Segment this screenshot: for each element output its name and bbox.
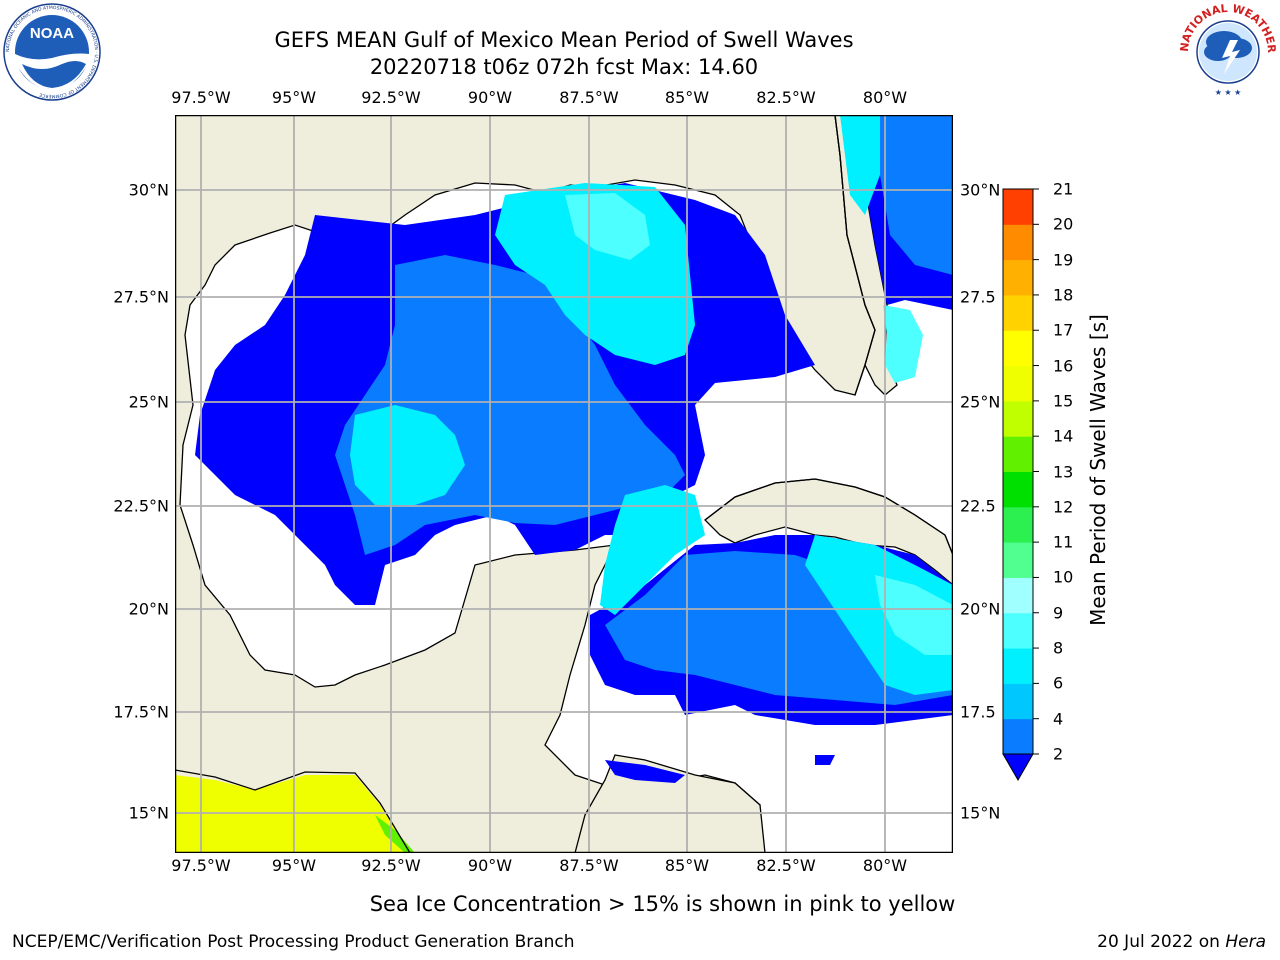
nws-logo: NATIONAL WEATHER SERVICE ★ ★ ★ <box>1178 2 1278 100</box>
colorbar-segment <box>1003 436 1033 472</box>
x-tick-top: 92.5°W <box>361 88 421 107</box>
footer-host: Hera <box>1225 932 1266 952</box>
y-tick-right: 20°N <box>960 599 1001 619</box>
chart-subtitle: 20220718 t06z 072h fcst Max: 14.60 <box>369 55 759 79</box>
swell-region-carib-4 <box>805 535 953 695</box>
colorbar-label: 4 <box>1053 709 1064 729</box>
colorbar-label: 14 <box>1053 426 1074 446</box>
x-tick-top: 87.5°W <box>559 88 619 107</box>
colorbar-label: 19 <box>1053 250 1074 270</box>
colorbar-label: 6 <box>1053 673 1064 693</box>
colorbar-segment <box>1003 542 1033 578</box>
colorbar-segment <box>1003 365 1033 402</box>
swell-region-yuc-4 <box>600 485 705 615</box>
colorbar-segment <box>1003 718 1033 755</box>
colorbar-label: 13 <box>1053 462 1074 481</box>
colorbar-label: 9 <box>1053 603 1064 623</box>
x-tick-top: 80°W <box>862 88 908 107</box>
y-tick-right: 27.5 <box>960 287 996 307</box>
colorbar-label: 21 <box>1053 179 1074 199</box>
noaa-logo: NOAA NATIONAL OCEANIC AND ATMOSPHERIC AD… <box>3 3 101 101</box>
colorbar-segment <box>1003 224 1033 261</box>
colorbar-label: 2 <box>1053 744 1064 764</box>
noaa-logo-text: NOAA <box>30 25 74 42</box>
footer-date-text: 20 Jul 2022 on <box>1097 932 1220 952</box>
ice-note: Sea Ice Concentration > 15% is shown in … <box>369 892 956 916</box>
swell-region-south <box>605 755 835 783</box>
colorbar-segment <box>1003 471 1033 508</box>
colorbar-segment <box>1003 577 1033 614</box>
colorbar-label: 20 <box>1053 214 1074 234</box>
svg-text:★ ★ ★: ★ ★ ★ <box>1215 88 1242 97</box>
colorbar-segment <box>1003 294 1033 331</box>
x-tick-top: 97.5°W <box>171 88 231 107</box>
colorbar-label: 8 <box>1053 638 1064 658</box>
x-tick-bottom: 82.5°W <box>756 856 816 875</box>
colorbar-title: Mean Period of Swell Waves [s] <box>1086 314 1110 626</box>
swell-region-4b <box>350 405 465 505</box>
colorbar-under-arrow <box>1002 753 1034 782</box>
x-tick-top: 85°W <box>664 88 710 107</box>
colorbar-segment <box>1003 506 1033 543</box>
colorbar-segment <box>1003 259 1033 296</box>
colorbar-label: 11 <box>1053 532 1074 552</box>
swell-region-carib-6 <box>875 575 953 655</box>
y-tick-left: 30°N <box>128 180 169 200</box>
y-tick-right: 22.5 <box>960 496 996 516</box>
x-tick-bottom: 85°W <box>664 856 710 875</box>
x-tick-top: 82.5°W <box>756 88 816 107</box>
swell-region-6 <box>565 193 650 260</box>
y-tick-left: 15°N <box>128 803 169 823</box>
colorbar-label: 17 <box>1053 320 1074 340</box>
y-tick-right: 25°N <box>960 392 1001 412</box>
coastline <box>175 115 953 853</box>
y-tick-left: 20°N <box>128 599 169 619</box>
x-tick-bottom: 80°W <box>862 856 908 875</box>
colorbar-label: 10 <box>1053 567 1074 587</box>
x-tick-top: 90°W <box>467 88 513 107</box>
y-tick-left: 25°N <box>128 392 169 412</box>
colorbar-segment <box>1003 189 1033 225</box>
y-tick-left: 22.5°N <box>113 496 169 516</box>
footer-date: 20 Jul 2022 on Hera <box>1097 932 1266 952</box>
ice-region <box>175 775 410 853</box>
colorbar-segment <box>1003 648 1033 684</box>
chart-title: GEFS MEAN Gulf of Mexico Mean Period of … <box>274 28 854 52</box>
land-honduras <box>574 754 766 853</box>
y-tick-right: 17.5 <box>960 702 996 722</box>
colorbar-label: 15 <box>1053 391 1074 411</box>
lat-lon-grid <box>175 115 953 853</box>
footer-credit: NCEP/EMC/Verification Post Processing Pr… <box>12 932 575 952</box>
map-panel <box>175 115 953 853</box>
colorbar-segment <box>1003 683 1033 720</box>
swell-region-east-2 <box>880 115 953 275</box>
colorbar-segment <box>1003 612 1033 649</box>
colorbar-segment <box>1003 330 1033 367</box>
swell-region-bahamas <box>883 305 923 383</box>
x-tick-bottom: 90°W <box>467 856 513 875</box>
x-tick-bottom: 97.5°W <box>171 856 231 875</box>
colorbar-label: 16 <box>1053 356 1074 376</box>
x-tick-bottom: 92.5°W <box>361 856 421 875</box>
colorbar-label: 18 <box>1053 285 1074 305</box>
colorbar-segment <box>1003 400 1033 437</box>
colorbar <box>1002 188 1039 782</box>
y-tick-right: 30°N <box>960 180 1001 200</box>
x-tick-top: 95°W <box>271 88 317 107</box>
x-tick-bottom: 87.5°W <box>559 856 619 875</box>
y-tick-right: 15°N <box>960 803 1001 823</box>
y-tick-left: 17.5°N <box>113 702 169 722</box>
swell-contours <box>195 115 953 783</box>
x-tick-bottom: 95°W <box>271 856 317 875</box>
map-border <box>175 115 953 853</box>
y-tick-left: 27.5°N <box>113 287 169 307</box>
colorbar-label: 12 <box>1053 497 1074 517</box>
